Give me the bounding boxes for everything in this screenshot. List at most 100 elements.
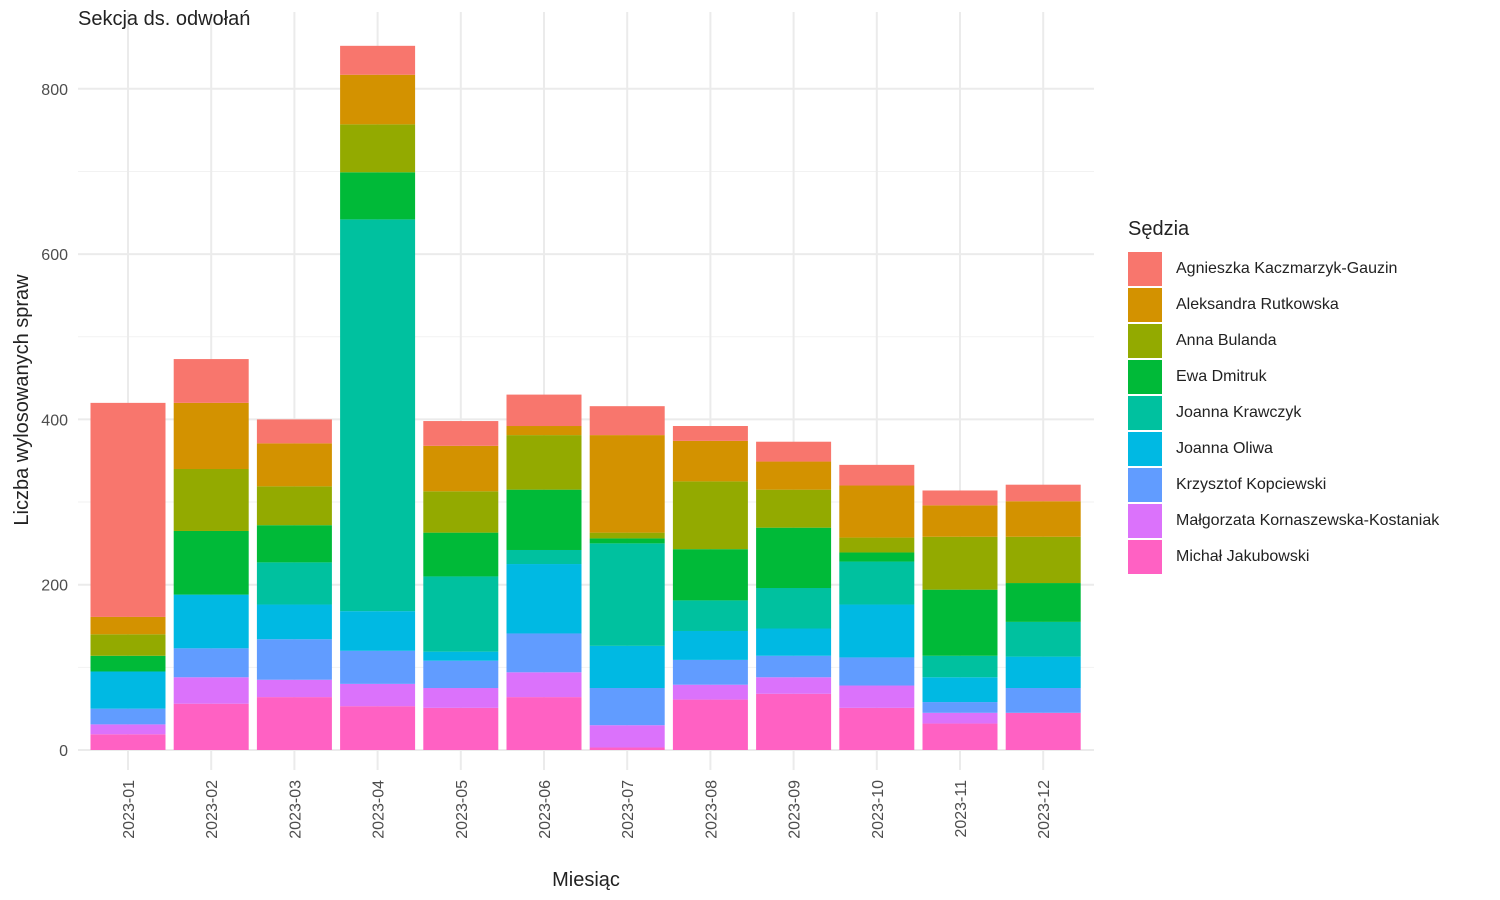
legend-item: Michał Jakubowski xyxy=(1128,539,1439,575)
bar-segment xyxy=(672,426,748,441)
x-tick-label: 2023-01 xyxy=(121,780,138,839)
x-tick-label: 2023-09 xyxy=(787,780,804,839)
bar-segment xyxy=(839,537,915,553)
bar-segment xyxy=(90,402,166,617)
bar-segment xyxy=(506,564,582,634)
bar-segment xyxy=(589,725,665,748)
bar-segment xyxy=(90,734,166,750)
bar-segment xyxy=(672,699,748,750)
bar-segment xyxy=(839,485,915,538)
bar-segment xyxy=(589,538,665,544)
y-tick-label: 400 xyxy=(41,412,68,429)
y-axis-ticks: 0 200 400 600 800 xyxy=(41,82,68,760)
bar-segment xyxy=(839,552,915,562)
bar-segment xyxy=(672,600,748,631)
bar-segment xyxy=(256,604,332,640)
bar-segment xyxy=(589,747,665,750)
bar-segment xyxy=(90,616,166,635)
x-tick-label: 2023-03 xyxy=(287,780,304,839)
bar-segment xyxy=(90,708,166,725)
bar-segment xyxy=(1005,501,1081,537)
x-tick-label: 2023-06 xyxy=(537,780,554,839)
legend-item: Ewa Dmitruk xyxy=(1128,359,1439,395)
bar-segment xyxy=(922,702,998,713)
bar-segment xyxy=(423,651,499,661)
bar-segment xyxy=(922,536,998,590)
legend-items: Agnieszka Kaczmarzyk-Gauzin Aleksandra Ru… xyxy=(1128,251,1439,575)
bar-segment xyxy=(173,594,249,649)
bar-segment xyxy=(922,655,998,678)
x-axis-label: Miesiąc xyxy=(552,869,620,891)
bar-segment xyxy=(1005,712,1081,750)
bar-segment xyxy=(256,679,332,698)
bar-segment xyxy=(839,657,915,686)
bar-segment xyxy=(340,611,416,651)
bar-segment xyxy=(506,549,582,565)
bar-segment xyxy=(1005,583,1081,622)
legend-item: Małgorzata Kornaszewska-Kostaniak xyxy=(1128,503,1439,539)
y-tick-label: 600 xyxy=(41,247,68,264)
bar-segment xyxy=(756,677,832,694)
bar-segment xyxy=(672,630,748,660)
bar-segment xyxy=(1005,536,1081,584)
legend-label: Agnieszka Kaczmarzyk-Gauzin xyxy=(1176,260,1398,277)
bar-segment xyxy=(756,461,832,490)
bar-segment xyxy=(256,419,332,444)
bar-segment xyxy=(922,712,998,724)
legend-swatch xyxy=(1128,288,1162,322)
bar-segment xyxy=(589,532,665,539)
bar-segment xyxy=(90,634,166,656)
legend-swatch xyxy=(1128,324,1162,358)
x-tick-label: 2023-04 xyxy=(371,780,388,839)
bar-segment xyxy=(1005,484,1081,502)
legend-item: Joanna Krawczyk xyxy=(1128,395,1439,431)
legend-swatch xyxy=(1128,252,1162,286)
legend-label: Joanna Oliwa xyxy=(1176,440,1273,457)
bar-segment xyxy=(90,724,166,735)
bar-segment xyxy=(173,677,249,704)
y-tick-label: 200 xyxy=(41,578,68,595)
bar-segment xyxy=(423,576,499,652)
bar-segment xyxy=(423,421,499,446)
bar-segment xyxy=(423,491,499,533)
bar-segment xyxy=(173,359,249,403)
bar-segment xyxy=(340,219,416,612)
bar-segment xyxy=(506,489,582,550)
bar-segment xyxy=(589,645,665,689)
bar-segment xyxy=(256,697,332,750)
x-tick-label: 2023-07 xyxy=(620,780,637,839)
legend-item: Joanna Oliwa xyxy=(1128,431,1439,467)
bar-segment xyxy=(589,435,665,533)
bar-segment xyxy=(756,628,832,656)
legend-label: Joanna Krawczyk xyxy=(1176,404,1302,421)
bar-segment xyxy=(90,671,166,709)
legend-label: Michał Jakubowski xyxy=(1176,548,1310,565)
bar-segment xyxy=(506,435,582,490)
bar-segment xyxy=(423,660,499,689)
bar-segment xyxy=(589,543,665,646)
bar-segment xyxy=(173,530,249,595)
bar-segment xyxy=(839,464,915,486)
bar-segment xyxy=(672,481,748,550)
bar-segment xyxy=(922,723,998,750)
legend-item: Aleksandra Rutkowska xyxy=(1128,287,1439,323)
bar-segment xyxy=(589,688,665,726)
bar-segment xyxy=(423,688,499,708)
bar-segment xyxy=(173,468,249,531)
legend-swatch xyxy=(1128,504,1162,538)
bar-segment xyxy=(173,402,249,469)
x-tick-label: 2023-02 xyxy=(204,780,221,839)
legend-label: Małgorzata Kornaszewska-Kostaniak xyxy=(1176,512,1440,529)
x-axis-ticks: 2023-01 2023-02 2023-03 2023-04 2023-05 2023-… xyxy=(121,780,1053,839)
bar-segment xyxy=(340,124,416,173)
bar-segment xyxy=(922,505,998,537)
legend-label: Aleksandra Rutkowska xyxy=(1176,296,1339,313)
bar-segment xyxy=(756,588,832,629)
bar-segment xyxy=(90,655,166,672)
bar-segment xyxy=(922,490,998,506)
bar-segment xyxy=(756,527,832,589)
bar-segment xyxy=(672,659,748,685)
bar-segment xyxy=(423,445,499,492)
x-tick-label: 2023-05 xyxy=(454,780,471,839)
legend-swatch xyxy=(1128,360,1162,394)
